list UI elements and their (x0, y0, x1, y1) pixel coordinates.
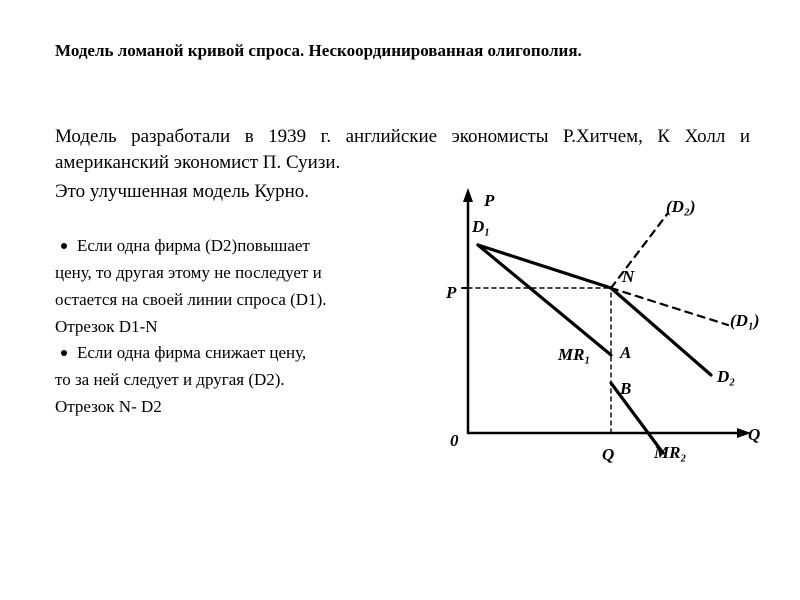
bullet-2-text: Если одна фирма снижает цену, (77, 340, 306, 367)
kinked-demand-graph: P Q 0 D₁ (D₂) N (D₁) D₂ MR₁ AB MR₂ P Q (428, 185, 760, 465)
graph-label-origin: 0 (450, 431, 459, 451)
slide: Модель ломаной кривой спроса. Нескоордин… (0, 0, 800, 600)
bullet-2-cont-1: то за ней следует и другая (D2). (55, 367, 418, 394)
graph-label-Q_tick: Q (602, 445, 614, 465)
bullet-dot-icon (61, 243, 67, 249)
graph-label-P_axis: P (484, 191, 494, 211)
graph-label-D1: D₁ (472, 217, 490, 237)
bullet-dot-icon (61, 350, 67, 356)
intro-paragraph-1: Модель разработали в 1939 г. английские … (55, 124, 760, 175)
bullet-1-cont-1: цену, то другая этому не последует и (55, 260, 418, 287)
bullet-1-cont-2: остается на своей линии спроса (D1). (55, 287, 418, 314)
bullet-1-text: Если одна фирма (D2)повышает (77, 233, 310, 260)
body-row: Если одна фирма (D2)повышает цену, то др… (55, 233, 760, 465)
graph-label-MR2: MR₂ (654, 443, 686, 463)
bullet-1-cont-3: Отрезок D1-N (55, 314, 418, 341)
graph-label-Q_axis: Q (748, 425, 760, 445)
graph-label-P_tick: P (446, 283, 456, 303)
bullet-2-cont-2: Отрезок N- D2 (55, 394, 418, 421)
bullet-1: Если одна фирма (D2)повышает (55, 233, 418, 260)
graph-label-D1end: (D₁) (730, 311, 760, 331)
graph-label-D2: D₂ (717, 367, 735, 387)
bullet-column: Если одна фирма (D2)повышает цену, то др… (55, 233, 418, 465)
graph-label-B: B (620, 379, 631, 399)
graph-label-MR1: MR₁ (558, 345, 590, 365)
graph-label-D2top: (D₂) (666, 197, 696, 217)
bullet-2: Если одна фирма снижает цену, (55, 340, 418, 367)
graph-label-N: N (622, 267, 634, 287)
title: Модель ломаной кривой спроса. Нескоордин… (55, 40, 760, 62)
graph-label-A: A (620, 343, 631, 363)
